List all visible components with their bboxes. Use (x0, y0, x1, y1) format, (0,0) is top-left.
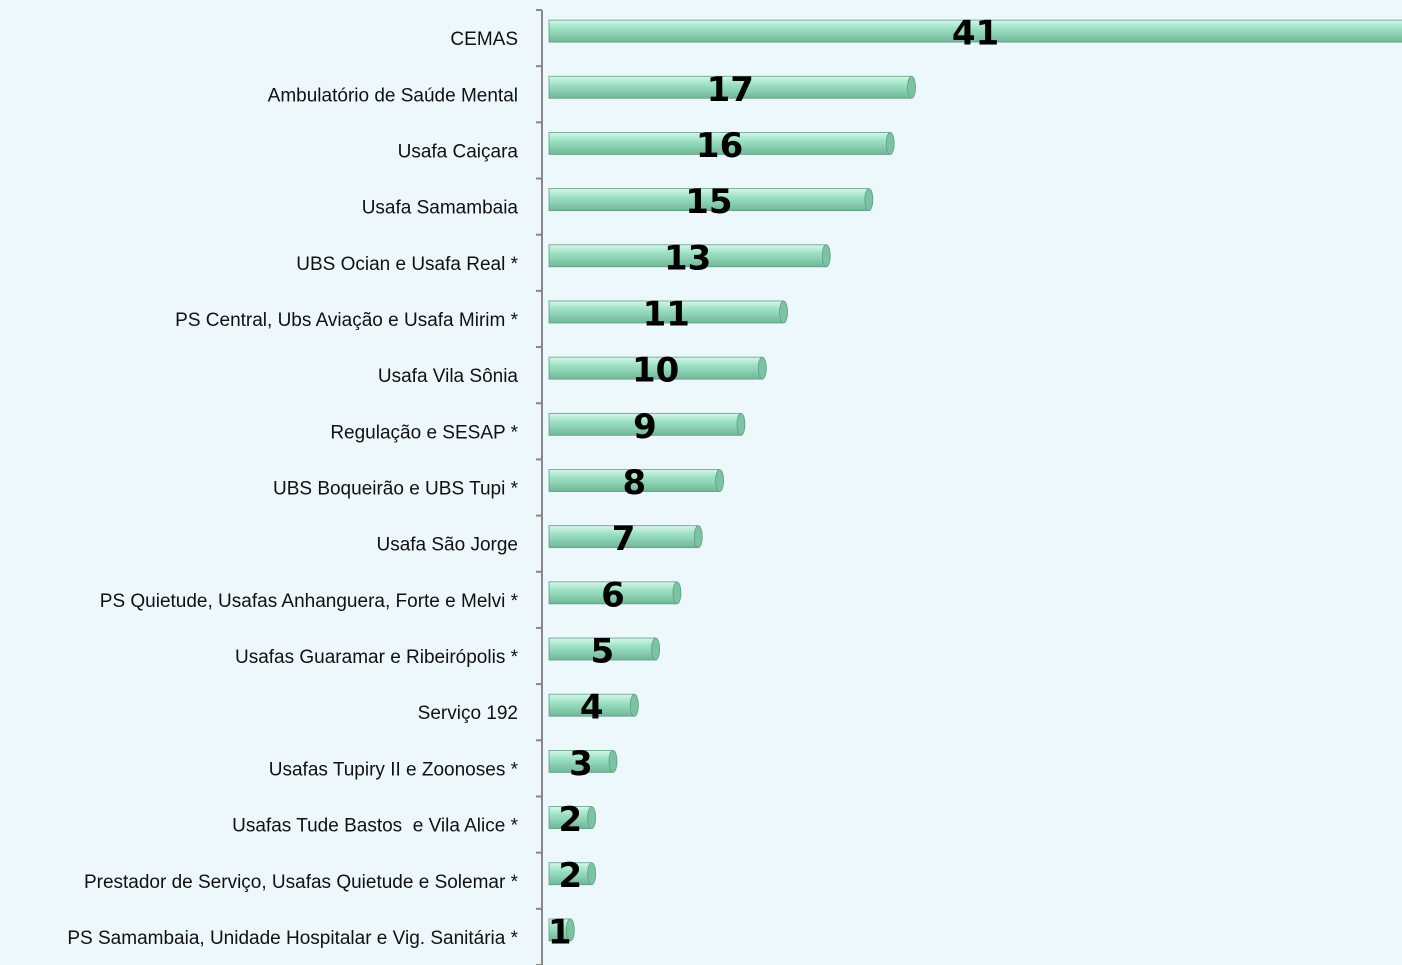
y-tick-label: Usafa Caiçara (398, 141, 519, 162)
value-label: 6 (601, 575, 625, 615)
bar-cap (864, 188, 874, 212)
bar-cap (715, 469, 724, 492)
value-label: 5 (590, 632, 614, 672)
y-tick-label: Usafas Guaramar e Ribeirópolis * (235, 647, 519, 668)
bar-cap (587, 806, 597, 829)
value-label: 9 (633, 407, 657, 447)
y-tick-label: PS Central, Ubs Aviação e Usafa Mirim * (175, 310, 518, 331)
y-tick-label: Usafas Tude Bastos e Vila Alice * (232, 816, 518, 837)
y-tick-label: Serviço 192 (418, 703, 518, 724)
bar-cap (629, 693, 639, 717)
bar-cap (672, 581, 682, 605)
bar (548, 300, 788, 324)
bar (548, 412, 746, 436)
value-label: 11 (643, 294, 690, 334)
value-label: 7 (612, 519, 636, 559)
bar (548, 469, 724, 492)
bar-cap (907, 75, 916, 99)
value-label: 2 (558, 800, 582, 840)
plot-area (548, 19, 1402, 942)
value-label: 13 (664, 238, 711, 278)
value-label: 4 (580, 688, 604, 728)
bar (548, 356, 767, 380)
bar-cap (821, 244, 831, 268)
y-tick-label: Usafa Samambaia (362, 198, 519, 219)
bar (548, 132, 895, 155)
value-label: 15 (685, 182, 732, 222)
bar-cap (693, 525, 703, 549)
bar (548, 637, 661, 661)
bar (548, 244, 831, 268)
value-label: 1 (548, 912, 572, 952)
bar (548, 918, 575, 942)
y-tick-label: PS Quietude, Usafas Anhanguera, Forte e … (100, 591, 519, 612)
bar-cap (587, 862, 597, 886)
bar-cap (736, 412, 746, 436)
y-tick-label: Usafa São Jorge (376, 535, 518, 556)
y-tick-label: UBS Ocian e Usafa Real * (296, 254, 518, 275)
y-tick-label: Usafa Vila Sônia (378, 366, 519, 387)
bar-cap (565, 918, 575, 942)
bar (548, 749, 618, 773)
y-tick-label: Prestador de Serviço, Usafas Quietude e … (84, 872, 519, 893)
value-label: 10 (632, 351, 679, 391)
bar-cap (757, 356, 767, 380)
y-tick-label: PS Samambaia, Unidade Hospitalar e Vig. … (67, 928, 518, 949)
bar (548, 806, 597, 829)
value-label: 17 (707, 70, 754, 110)
value-label: 16 (696, 126, 743, 166)
bar (548, 188, 874, 212)
y-tick-label: Usafas Tupiry II e Zoonoses * (269, 759, 519, 780)
bar (548, 693, 639, 717)
bar-cap (651, 637, 661, 661)
y-tick-label: Ambulatório de Saúde Mental (268, 85, 518, 106)
bar (548, 19, 1402, 43)
value-label: 8 (622, 463, 646, 503)
bar-cap (608, 749, 618, 773)
y-tick-label: UBS Boqueirão e UBS Tupi * (273, 479, 519, 500)
bar (548, 75, 916, 99)
value-label: 3 (569, 744, 593, 784)
bar-body (548, 19, 1402, 43)
bar (548, 581, 682, 605)
bar-cap (779, 300, 788, 324)
bar (548, 862, 597, 886)
value-label: 41 (952, 14, 999, 54)
y-tick-label: CEMAS (450, 29, 518, 50)
y-tick-label: Regulação e SESAP * (330, 422, 518, 443)
bar (548, 525, 703, 549)
bar-cap (885, 132, 895, 155)
value-label: 2 (558, 856, 582, 896)
